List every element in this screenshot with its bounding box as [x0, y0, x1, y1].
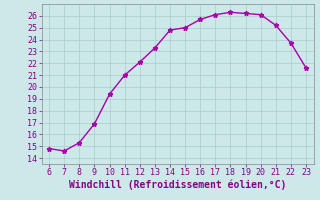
X-axis label: Windchill (Refroidissement éolien,°C): Windchill (Refroidissement éolien,°C) [69, 180, 286, 190]
